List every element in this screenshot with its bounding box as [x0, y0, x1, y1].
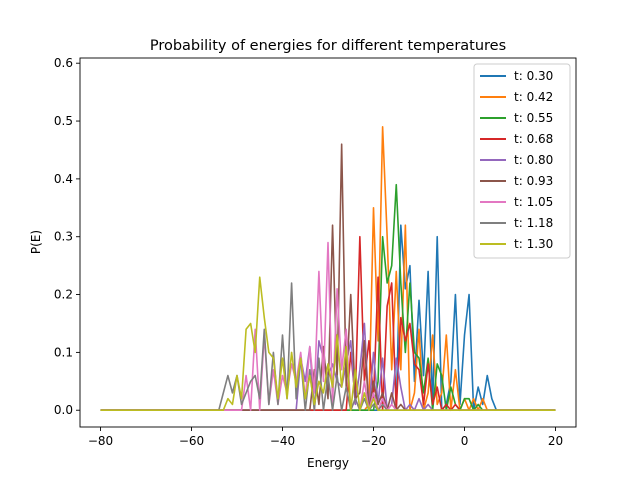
- legend-label: t: 0.55: [514, 111, 553, 125]
- y-tick-label: 0.0: [54, 403, 73, 417]
- x-tick-label: −40: [270, 434, 295, 448]
- y-tick-label: 0.6: [54, 56, 73, 70]
- x-tick-label: 0: [461, 434, 469, 448]
- x-tick-label: 20: [548, 434, 563, 448]
- legend-label: t: 1.05: [514, 195, 553, 209]
- y-axis-label: P(E): [29, 230, 43, 254]
- axes-layer: −80 −60 −40 −20 0 20 0.0 0.1 0.2 0.3 0.4 0.5 0.6: [54, 56, 563, 448]
- series-line-9: [100, 276, 556, 412]
- chart-title: Probability of energies for different te…: [150, 38, 506, 54]
- y-tick-label: 0.4: [54, 172, 73, 186]
- legend-label: t: 0.42: [514, 90, 553, 104]
- legend-label: t: 0.93: [514, 174, 553, 188]
- legend-label: t: 0.30: [514, 69, 553, 83]
- legend: t: 0.30 t: 0.42 t: 0.55 t: 0.68 t: 0.80 t: 0.…: [473, 63, 571, 259]
- y-tick-label: 0.5: [54, 114, 73, 128]
- x-axis-label: Energy: [307, 456, 349, 470]
- plot-frame: [79, 57, 577, 428]
- legend-label: t: 1.18: [514, 216, 553, 230]
- legend-box: [473, 63, 571, 259]
- y-tick-label: 0.1: [54, 345, 73, 359]
- legend-label: t: 1.30: [514, 237, 553, 251]
- x-tick-label: −80: [88, 434, 113, 448]
- series-layer: [100, 126, 556, 412]
- x-tick-label: −20: [361, 434, 386, 448]
- y-tick-label: 0.2: [54, 288, 73, 302]
- x-tick-label: −60: [179, 434, 204, 448]
- y-tick-label: 0.3: [54, 230, 73, 244]
- legend-label: t: 0.80: [514, 153, 553, 167]
- legend-label: t: 0.68: [514, 132, 553, 146]
